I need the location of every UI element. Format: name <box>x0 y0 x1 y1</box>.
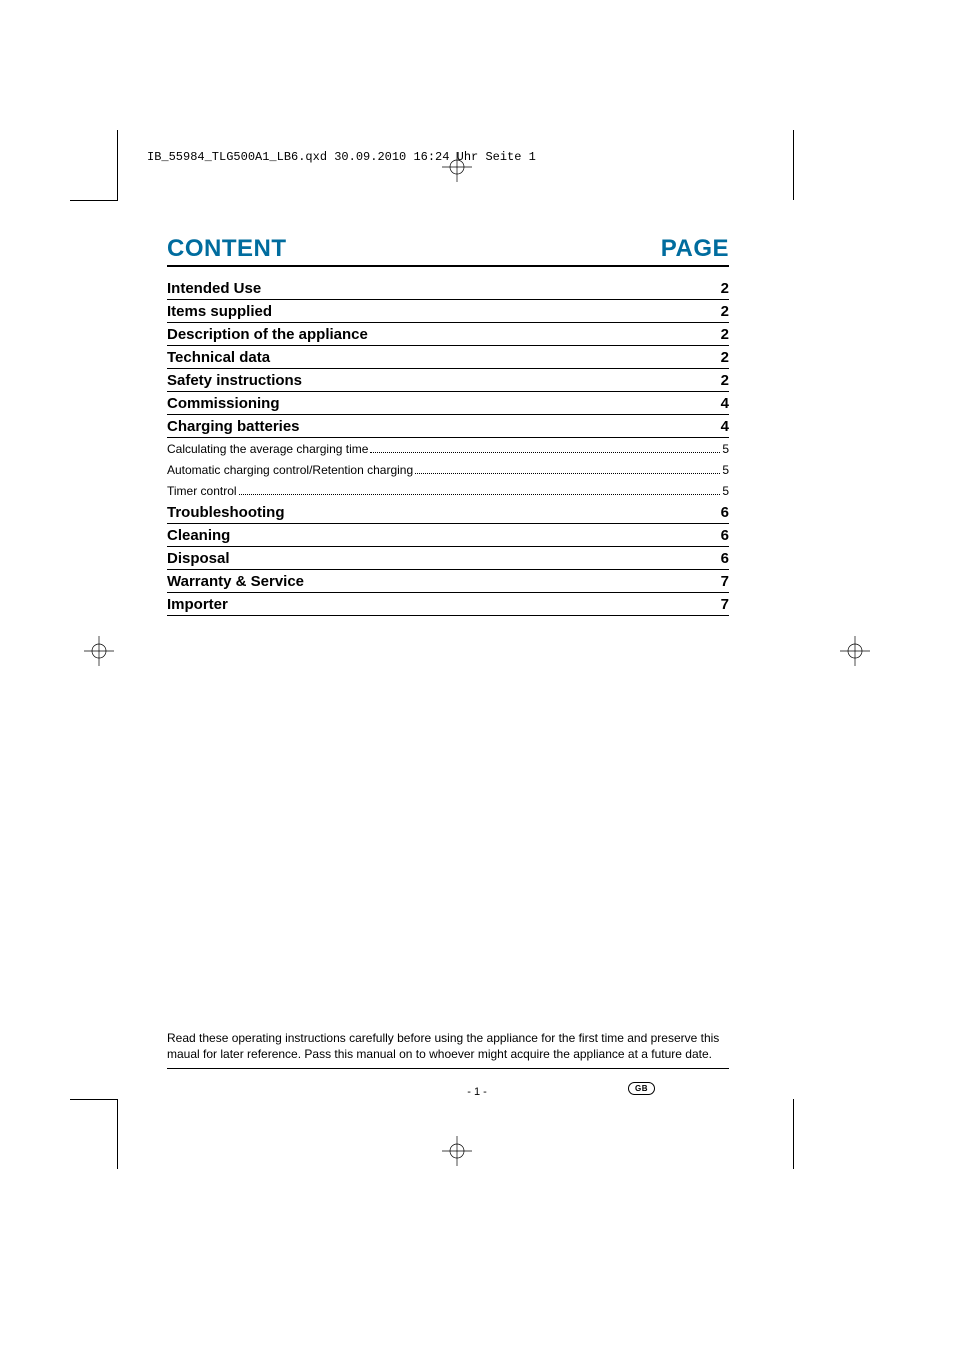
toc-entry-page: 4 <box>721 395 729 412</box>
language-badge: GB <box>628 1082 655 1095</box>
toc-entry-page: 2 <box>721 372 729 389</box>
crop-mark <box>70 200 118 201</box>
toc-entry-label: Safety instructions <box>167 372 302 389</box>
toc-entry-label: Importer <box>167 596 228 613</box>
toc-entry-label: Warranty & Service <box>167 573 304 590</box>
crop-mark <box>793 130 794 200</box>
content-area: CONTENT PAGE Intended Use2Items supplied… <box>167 235 729 616</box>
toc-title-content: CONTENT <box>167 235 287 263</box>
toc-sub-row: Calculating the average charging time 5 <box>167 438 729 459</box>
toc-row: Cleaning 6 <box>167 524 729 547</box>
toc-row: Safety instructions 2 <box>167 369 729 392</box>
toc-row: Troubleshooting 6 <box>167 501 729 524</box>
toc-entry-label: Intended Use <box>167 280 261 297</box>
toc-entry-label: Technical data <box>167 349 270 366</box>
toc-row: Charging batteries 4 <box>167 415 729 438</box>
toc-row: Intended Use 2 <box>167 277 729 300</box>
toc-leader-dots <box>239 494 721 495</box>
toc-sub-page: 5 <box>722 463 729 477</box>
toc-sub-label: Timer control <box>167 484 237 498</box>
registration-mark-icon <box>840 636 870 666</box>
toc-entry-page: 6 <box>721 504 729 521</box>
toc-sub-page: 5 <box>722 484 729 498</box>
toc-sub-page: 5 <box>722 442 729 456</box>
toc-entry-page: 6 <box>721 550 729 567</box>
toc-entry-label: Troubleshooting <box>167 504 285 521</box>
toc-entry-label: Items supplied <box>167 303 272 320</box>
crop-mark <box>70 1099 118 1100</box>
toc-leader-dots <box>415 473 720 474</box>
toc-row: Technical data 2 <box>167 346 729 369</box>
registration-mark-icon <box>84 636 114 666</box>
toc-entry-label: Commissioning <box>167 395 280 412</box>
toc-leader-dots <box>370 452 720 453</box>
crop-mark <box>117 1099 118 1169</box>
page-number: - 1 - <box>0 1086 954 1098</box>
toc-entry-label: Cleaning <box>167 527 230 544</box>
toc-entry-label: Disposal <box>167 550 230 567</box>
toc-entry-label: Description of the appliance <box>167 326 368 343</box>
toc-row: Commissioning 4 <box>167 392 729 415</box>
toc-row: Importer 7 <box>167 593 729 616</box>
toc-entry-page: 2 <box>721 326 729 343</box>
toc-row: Disposal 6 <box>167 547 729 570</box>
toc-entry-page: 6 <box>721 527 729 544</box>
toc-entry-page: 7 <box>721 596 729 613</box>
toc-entry-label: Charging batteries <box>167 418 300 435</box>
toc-sub-row: Automatic charging control/Retention cha… <box>167 459 729 480</box>
footer-note: Read these operating instructions carefu… <box>167 1030 729 1069</box>
toc-entry-page: 2 <box>721 349 729 366</box>
toc-row: Description of the appliance 2 <box>167 323 729 346</box>
registration-mark-icon <box>442 1136 472 1166</box>
toc-title-page: PAGE <box>661 235 729 263</box>
toc-entry-page: 2 <box>721 303 729 320</box>
print-header-line: IB_55984_TLG500A1_LB6.qxd 30.09.2010 16:… <box>147 150 536 164</box>
toc-entry-page: 7 <box>721 573 729 590</box>
toc-row: Warranty & Service 7 <box>167 570 729 593</box>
toc-sub-row: Timer control 5 <box>167 480 729 501</box>
crop-mark <box>117 130 118 200</box>
toc-entry-page: 2 <box>721 280 729 297</box>
crop-mark <box>793 1099 794 1169</box>
toc-list: Intended Use2Items supplied2Description … <box>167 277 729 616</box>
toc-sub-label: Automatic charging control/Retention cha… <box>167 463 413 477</box>
toc-sub-label: Calculating the average charging time <box>167 442 368 456</box>
toc-row: Items supplied 2 <box>167 300 729 323</box>
toc-title-row: CONTENT PAGE <box>167 235 729 267</box>
toc-entry-page: 4 <box>721 418 729 435</box>
